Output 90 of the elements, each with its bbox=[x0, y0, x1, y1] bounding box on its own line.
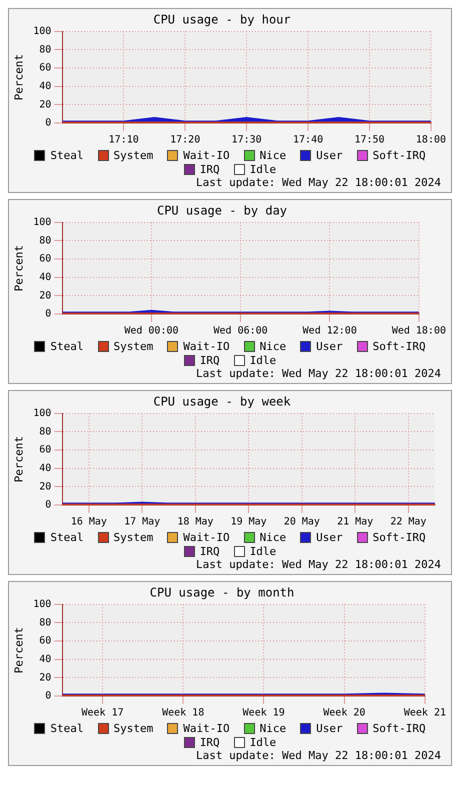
x-tick-label: 16 May bbox=[70, 516, 107, 528]
legend-label: IRQ bbox=[200, 163, 220, 176]
legend-label: User bbox=[316, 531, 343, 544]
y-tick-label: 0 bbox=[45, 690, 52, 702]
chart-title: CPU usage - by month bbox=[150, 585, 294, 600]
x-tick-label: 17 May bbox=[124, 516, 160, 528]
x-tick-label: 21 May bbox=[337, 516, 374, 528]
x-tick-label: 18:00 bbox=[416, 134, 446, 146]
y-tick-label: 100 bbox=[33, 216, 52, 228]
y-tick-label: 0 bbox=[45, 308, 52, 320]
y-tick-label: 40 bbox=[39, 272, 52, 283]
legend-label: Idle bbox=[250, 163, 276, 176]
legend-label: Nice bbox=[260, 531, 286, 544]
x-tick-label: 17:40 bbox=[293, 134, 324, 146]
x-tick-label: Week 19 bbox=[242, 708, 285, 719]
legend-label: Idle bbox=[250, 354, 276, 367]
y-tick-label: 80 bbox=[39, 235, 52, 246]
x-tick-label: 19 May bbox=[230, 516, 267, 528]
legend-label: Steal bbox=[50, 149, 84, 162]
legend-label: IRQ bbox=[200, 354, 220, 367]
legend-label: Idle bbox=[250, 736, 276, 749]
legend-label: Soft-IRQ bbox=[372, 531, 426, 544]
y-tick-label: 60 bbox=[39, 254, 52, 265]
legend-label: Steal bbox=[50, 340, 84, 353]
chart-title: CPU usage - by day bbox=[156, 203, 288, 218]
y-tick-label: 80 bbox=[39, 426, 52, 438]
legend-label: Wait-IO bbox=[183, 340, 230, 353]
legend-label: System bbox=[114, 722, 154, 735]
y-tick-label: 100 bbox=[33, 598, 52, 610]
x-tick-label: Week 18 bbox=[162, 708, 204, 719]
text: Last update: Wed May 22 18:00:01 2024 bbox=[194, 176, 442, 189]
x-tick-label: 20 May bbox=[284, 516, 320, 528]
y-axis-title: Percent bbox=[12, 627, 26, 674]
y-tick-label: 20 bbox=[39, 481, 52, 492]
y-tick-label: 0 bbox=[45, 118, 52, 129]
x-tick-label: 22 May bbox=[390, 516, 426, 528]
y-tick-label: 60 bbox=[39, 62, 52, 74]
legend-label: Nice bbox=[260, 722, 286, 735]
x-tick-label: Wed 06:00 bbox=[213, 326, 268, 337]
y-axis-title: Percent bbox=[12, 245, 26, 292]
legend-label: System bbox=[114, 531, 154, 544]
y-tick-label: 80 bbox=[39, 44, 52, 56]
x-tick-label: Wed 18:00 bbox=[392, 326, 446, 337]
y-tick-label: 0 bbox=[45, 500, 52, 511]
legend-label: System bbox=[114, 149, 154, 162]
x-tick-label: Wed 00:00 bbox=[124, 326, 179, 337]
legend-label: Nice bbox=[260, 149, 286, 162]
legend-label: Steal bbox=[50, 722, 84, 735]
y-tick-label: 80 bbox=[39, 617, 52, 628]
x-tick-label: Wed 12:00 bbox=[302, 326, 357, 337]
x-tick-label: 18 May bbox=[177, 516, 214, 528]
x-tick-label: 17:30 bbox=[232, 134, 262, 146]
legend-label: User bbox=[316, 340, 343, 353]
legend-label: System bbox=[114, 340, 154, 353]
x-tick-label: Week 20 bbox=[323, 708, 366, 719]
x-tick-label: Week 21 bbox=[404, 708, 446, 719]
text: Last update: Wed May 22 18:00:01 2024 bbox=[194, 558, 442, 571]
y-tick-label: 60 bbox=[39, 444, 52, 456]
y-tick-label: 20 bbox=[39, 672, 52, 684]
legend-label: Wait-IO bbox=[183, 149, 230, 162]
text: Last update: Wed May 22 18:00:01 2024 bbox=[194, 749, 442, 762]
legend-label: Soft-IRQ bbox=[372, 340, 426, 353]
legend-label: Soft-IRQ bbox=[372, 149, 426, 162]
y-tick-label: 20 bbox=[39, 290, 52, 302]
legend-label: User bbox=[316, 149, 343, 162]
chart-title: CPU usage - by week bbox=[153, 394, 292, 408]
y-tick-label: 40 bbox=[39, 654, 52, 665]
x-tick-label: Week 17 bbox=[81, 708, 124, 719]
text: Last update: Wed May 22 18:00:01 2024 bbox=[194, 367, 442, 380]
x-tick-label: 17:10 bbox=[108, 134, 139, 146]
y-tick-label: 60 bbox=[39, 636, 52, 647]
x-tick-label: 17:20 bbox=[170, 134, 200, 146]
legend-label: Nice bbox=[260, 340, 286, 353]
legend-label: Wait-IO bbox=[183, 531, 230, 544]
y-axis-title: Percent bbox=[12, 54, 26, 100]
x-tick-label: 17:50 bbox=[354, 134, 385, 146]
y-tick-label: 40 bbox=[39, 462, 52, 474]
legend-label: User bbox=[316, 722, 343, 735]
y-tick-label: 40 bbox=[39, 80, 52, 92]
legend-label: Soft-IRQ bbox=[372, 722, 426, 735]
legend-label: Wait-IO bbox=[183, 722, 230, 735]
chart-title: CPU usage - by hour bbox=[153, 12, 291, 26]
legend-label: Steal bbox=[50, 531, 84, 544]
y-tick-label: 20 bbox=[39, 99, 52, 110]
legend-label: Idle bbox=[250, 545, 276, 558]
legend-label: IRQ bbox=[200, 545, 220, 558]
y-tick-label: 100 bbox=[33, 408, 52, 419]
y-axis-title: Percent bbox=[12, 436, 26, 482]
y-tick-label: 100 bbox=[33, 26, 52, 37]
legend-label: IRQ bbox=[200, 736, 220, 749]
